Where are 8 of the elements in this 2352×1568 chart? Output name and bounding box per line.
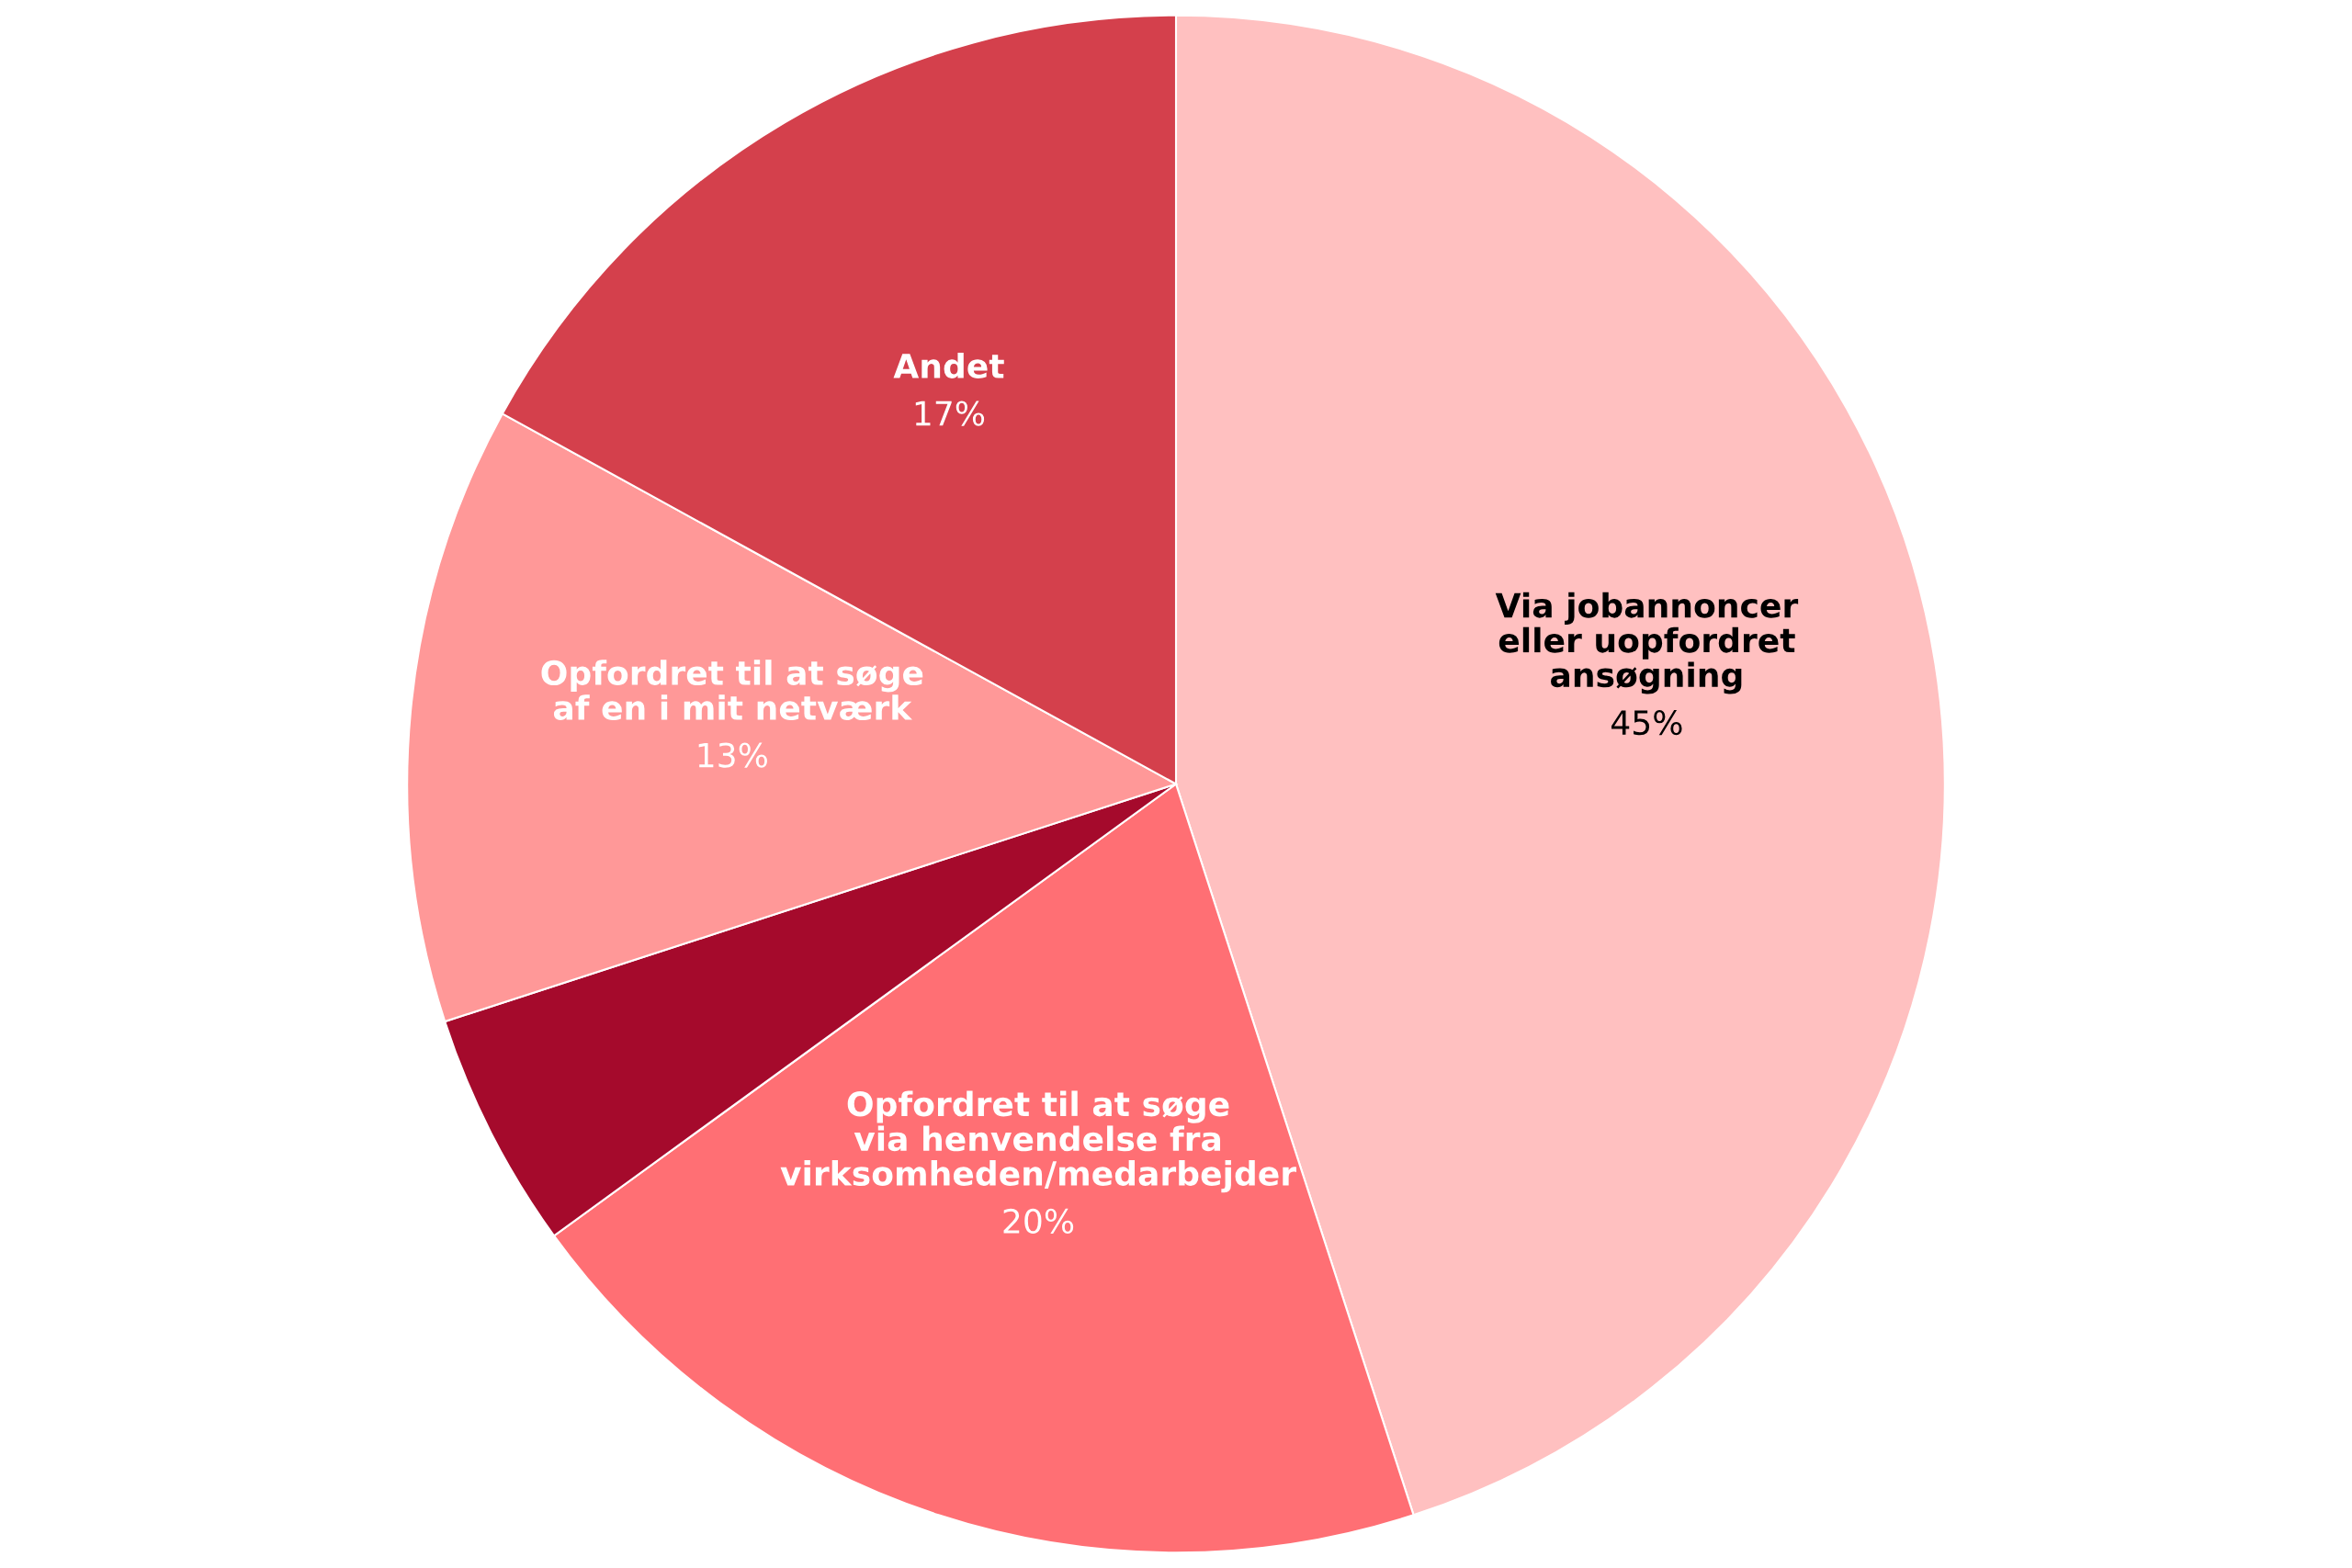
slice-label: Opfordret til at søge af en i mit netværk <box>541 660 923 721</box>
slice-label: Andet <box>893 353 1004 379</box>
data-label: 45% <box>1611 709 1682 736</box>
data-label: 13% <box>698 742 767 768</box>
data-label: 20% <box>1003 1208 1074 1235</box>
data-label: 17% <box>915 400 985 426</box>
slice-label: Via jobannoncer eller uopfordret ansøgning <box>1495 592 1799 694</box>
slice-label: Opfordret til at søge via henvendelse fra virksomheden/medarbejder <box>780 1090 1296 1193</box>
